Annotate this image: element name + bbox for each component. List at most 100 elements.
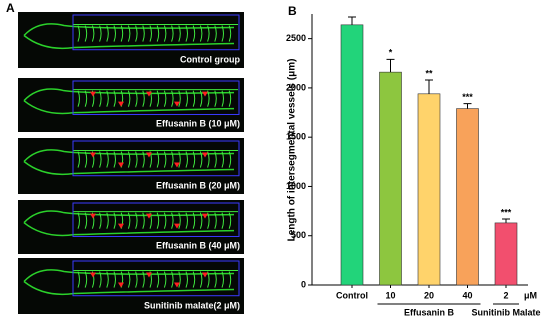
vessel <box>192 90 196 107</box>
vessel <box>106 90 109 107</box>
arrowhead <box>202 91 208 97</box>
vessel <box>142 90 145 107</box>
vessel <box>135 212 138 229</box>
vessel <box>228 212 232 229</box>
arrowhead <box>90 272 96 278</box>
vessel <box>199 271 203 288</box>
image-caption: Effusanin B (40 μM) <box>156 240 240 250</box>
vessel <box>120 25 124 42</box>
vessel <box>127 212 131 229</box>
vessel <box>171 90 174 107</box>
vessel <box>106 151 109 168</box>
vessel <box>142 25 145 42</box>
vessel <box>192 151 196 168</box>
vessel <box>228 271 232 288</box>
error-bar <box>425 79 433 94</box>
vessel <box>156 271 160 288</box>
error-bar <box>386 58 395 73</box>
error-bar <box>348 16 356 25</box>
vessel <box>171 151 174 168</box>
vessel <box>84 25 88 42</box>
vessel <box>228 90 232 107</box>
y-axis-label: Length of intersegmental vessels (μm) <box>287 59 298 242</box>
vessel <box>99 212 102 229</box>
arrowhead <box>146 91 152 97</box>
image-background <box>18 258 244 314</box>
roi-box <box>72 14 240 51</box>
vessel <box>214 212 217 229</box>
vessel <box>185 90 188 107</box>
error-bar <box>463 103 472 109</box>
vessel <box>156 212 160 229</box>
vessel <box>214 151 217 168</box>
roi-box <box>72 80 240 115</box>
arrowhead <box>146 272 152 278</box>
image-caption: Effusanin B (10 μM) <box>156 118 240 128</box>
vessel <box>156 151 160 168</box>
x-tick-label: Control <box>336 290 368 300</box>
vessel <box>84 212 88 229</box>
roi-box <box>72 140 240 177</box>
vessel <box>113 90 116 107</box>
image-caption: Control group <box>180 54 240 64</box>
vessel <box>163 25 167 42</box>
group-label: Sunitinib Malate <box>471 307 540 317</box>
arrowhead <box>90 91 96 97</box>
arrowhead <box>118 282 124 288</box>
vessel <box>84 271 88 288</box>
vessel <box>185 151 188 168</box>
vessel <box>221 212 224 229</box>
vessel <box>127 271 131 288</box>
vessel <box>207 25 210 42</box>
vessel <box>228 25 232 42</box>
vessel <box>113 151 116 168</box>
vessel <box>99 90 102 107</box>
vessel <box>192 212 196 229</box>
x-tick-label: 20 <box>424 290 434 300</box>
vessel <box>178 271 181 288</box>
vessel <box>178 90 181 107</box>
vessel <box>106 25 109 42</box>
vessel <box>106 271 109 288</box>
unit-label: μM <box>524 290 537 300</box>
significance-label: ** <box>425 68 433 78</box>
vessel <box>178 212 181 229</box>
vessel <box>113 212 116 229</box>
image-background <box>18 12 244 68</box>
vessel <box>221 90 224 107</box>
vessel <box>113 271 116 288</box>
arrowhead <box>118 162 124 168</box>
significance-label: *** <box>462 92 473 102</box>
image-background <box>18 138 244 194</box>
vessel <box>127 151 131 168</box>
significance-label: * <box>389 48 393 58</box>
vessel <box>199 212 203 229</box>
vessel <box>99 25 102 42</box>
arrowhead <box>202 152 208 158</box>
panel-b: 0 500 1000 1500 2000 2500 Control 10 * 20 ** 40 *** 2… <box>286 14 541 317</box>
vessel <box>77 271 80 288</box>
vessel <box>156 90 160 107</box>
vessel <box>77 151 80 168</box>
vessel <box>199 151 203 168</box>
bar <box>494 222 518 286</box>
vessel <box>171 271 174 288</box>
fish-outline <box>23 149 235 176</box>
vessel <box>221 271 224 288</box>
vessel <box>207 90 210 107</box>
vessel <box>207 271 210 288</box>
vessel <box>135 151 138 168</box>
vessel <box>135 25 138 42</box>
vessel <box>214 271 217 288</box>
vessel <box>185 271 188 288</box>
arrowhead <box>118 223 124 229</box>
y-tick-label: 2000 <box>286 82 306 92</box>
panel-label: B <box>288 4 297 18</box>
vessel <box>185 25 188 42</box>
vessel <box>135 90 138 107</box>
y-tick-label: 1500 <box>286 132 306 142</box>
group-label: Effusanin B <box>404 307 455 317</box>
vessel <box>192 25 196 42</box>
y-tick-label: 0 <box>301 279 306 289</box>
